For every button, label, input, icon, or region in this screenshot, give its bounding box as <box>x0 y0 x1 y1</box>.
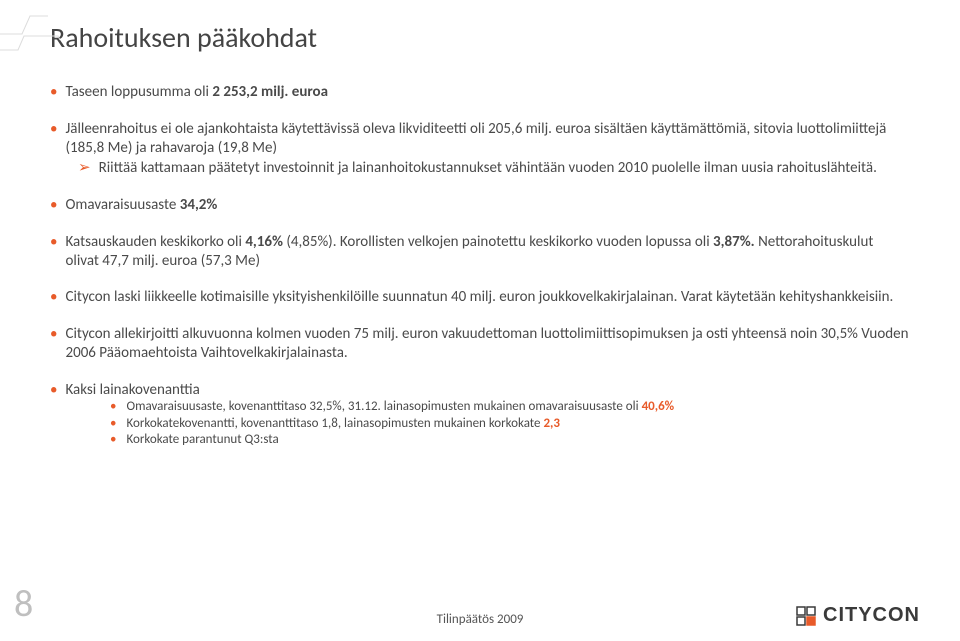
bullet-text: Citycon allekirjoitti alkuvuonna kolmen … <box>65 325 910 363</box>
bullet: • Taseen loppusumma oli 2 253,2 milj. eur… <box>50 83 910 102</box>
bullet-text: Citycon laski liikkeelle kotimaisille yk… <box>65 288 893 307</box>
bullet-text: Omavaraisuusaste 34,2% <box>65 196 217 215</box>
content-area: • Taseen loppusumma oli 2 253,2 milj. eur… <box>50 83 910 448</box>
bullet-marker-icon: • <box>50 325 57 344</box>
sub-bullet-text: Riittää kattamaan päätetyt investoinnit … <box>99 159 877 178</box>
bullet: • Omavaraisuusaste 34,2% <box>50 196 910 215</box>
bullet-block: • Jälleenrahoitus ei ole ajankohtaista kä… <box>50 120 910 178</box>
sub-point-text: Korkokate parantunut Q3:sta <box>126 432 278 448</box>
bullet-marker-icon: • <box>110 416 116 432</box>
bullet-marker-icon: • <box>50 233 57 252</box>
sub-point: • Korkokate parantunut Q3:sta <box>110 432 910 448</box>
slide-page: Rahoituksen pääkohdat • Taseen loppusumma… <box>0 0 960 641</box>
page-number: 8 <box>14 581 33 627</box>
bullet-text: Kaksi lainakovenanttia <box>65 381 199 400</box>
sub-points: • Omavaraisuusaste, kovenanttitaso 32,5%,… <box>110 399 910 448</box>
bullet-text: Jälleenrahoitus ei ole ajankohtaista käy… <box>65 120 910 158</box>
bullet-block: • Omavaraisuusaste 34,2% <box>50 196 910 215</box>
sub-bullet: ➢ Riittää kattamaan päätetyt investoinnit… <box>78 159 910 178</box>
bullet: • Jälleenrahoitus ei ole ajankohtaista kä… <box>50 120 910 158</box>
bullet-block: • Taseen loppusumma oli 2 253,2 milj. eur… <box>50 83 910 102</box>
bullet-block: • Katsauskauden keskikorko oli 4,16% (4,8… <box>50 233 910 271</box>
bullet-marker-icon: • <box>50 381 57 400</box>
bullet-block: •Kaksi lainakovenanttia•Omavaraisuusaste… <box>50 381 910 449</box>
bullet-marker-icon: • <box>50 120 57 139</box>
logo-icon <box>795 605 817 627</box>
bullet-marker-icon: • <box>110 432 116 448</box>
citycon-logo: CITYCON <box>795 604 920 627</box>
bullet-marker-icon: • <box>50 196 57 215</box>
bullet-text: Katsauskauden keskikorko oli 4,16% (4,85… <box>65 233 910 271</box>
footer-label: Tilinpäätös 2009 <box>437 612 524 627</box>
sub-point-text: Omavaraisuusaste, kovenanttitaso 32,5%, … <box>126 399 674 415</box>
sub-point-text: Korkokatekovenantti, kovenanttitaso 1,8,… <box>126 416 559 432</box>
bullet: • Kaksi lainakovenanttia <box>50 381 910 400</box>
arrow-icon: ➢ <box>78 159 91 178</box>
bullet-block: • Citycon laski liikkeelle kotimaisille y… <box>50 288 910 307</box>
page-title: Rahoituksen pääkohdat <box>50 20 910 55</box>
bullet: • Citycon allekirjoitti alkuvuonna kolmen… <box>50 325 910 363</box>
sub-point: • Korkokatekovenantti, kovenanttitaso 1,8… <box>110 416 910 432</box>
bullet-text: Taseen loppusumma oli 2 253,2 milj. euro… <box>65 83 328 102</box>
bullet-marker-icon: • <box>110 399 116 415</box>
bullet: • Katsauskauden keskikorko oli 4,16% (4,8… <box>50 233 910 271</box>
logo-text: CITYCON <box>823 604 920 627</box>
bullet: • Citycon laski liikkeelle kotimaisille y… <box>50 288 910 307</box>
sub-point: • Omavaraisuusaste, kovenanttitaso 32,5%,… <box>110 399 910 415</box>
bullet-marker-icon: • <box>50 288 57 307</box>
bullet-block: • Citycon allekirjoitti alkuvuonna kolmen… <box>50 325 910 363</box>
bullet-marker-icon: • <box>50 83 57 102</box>
